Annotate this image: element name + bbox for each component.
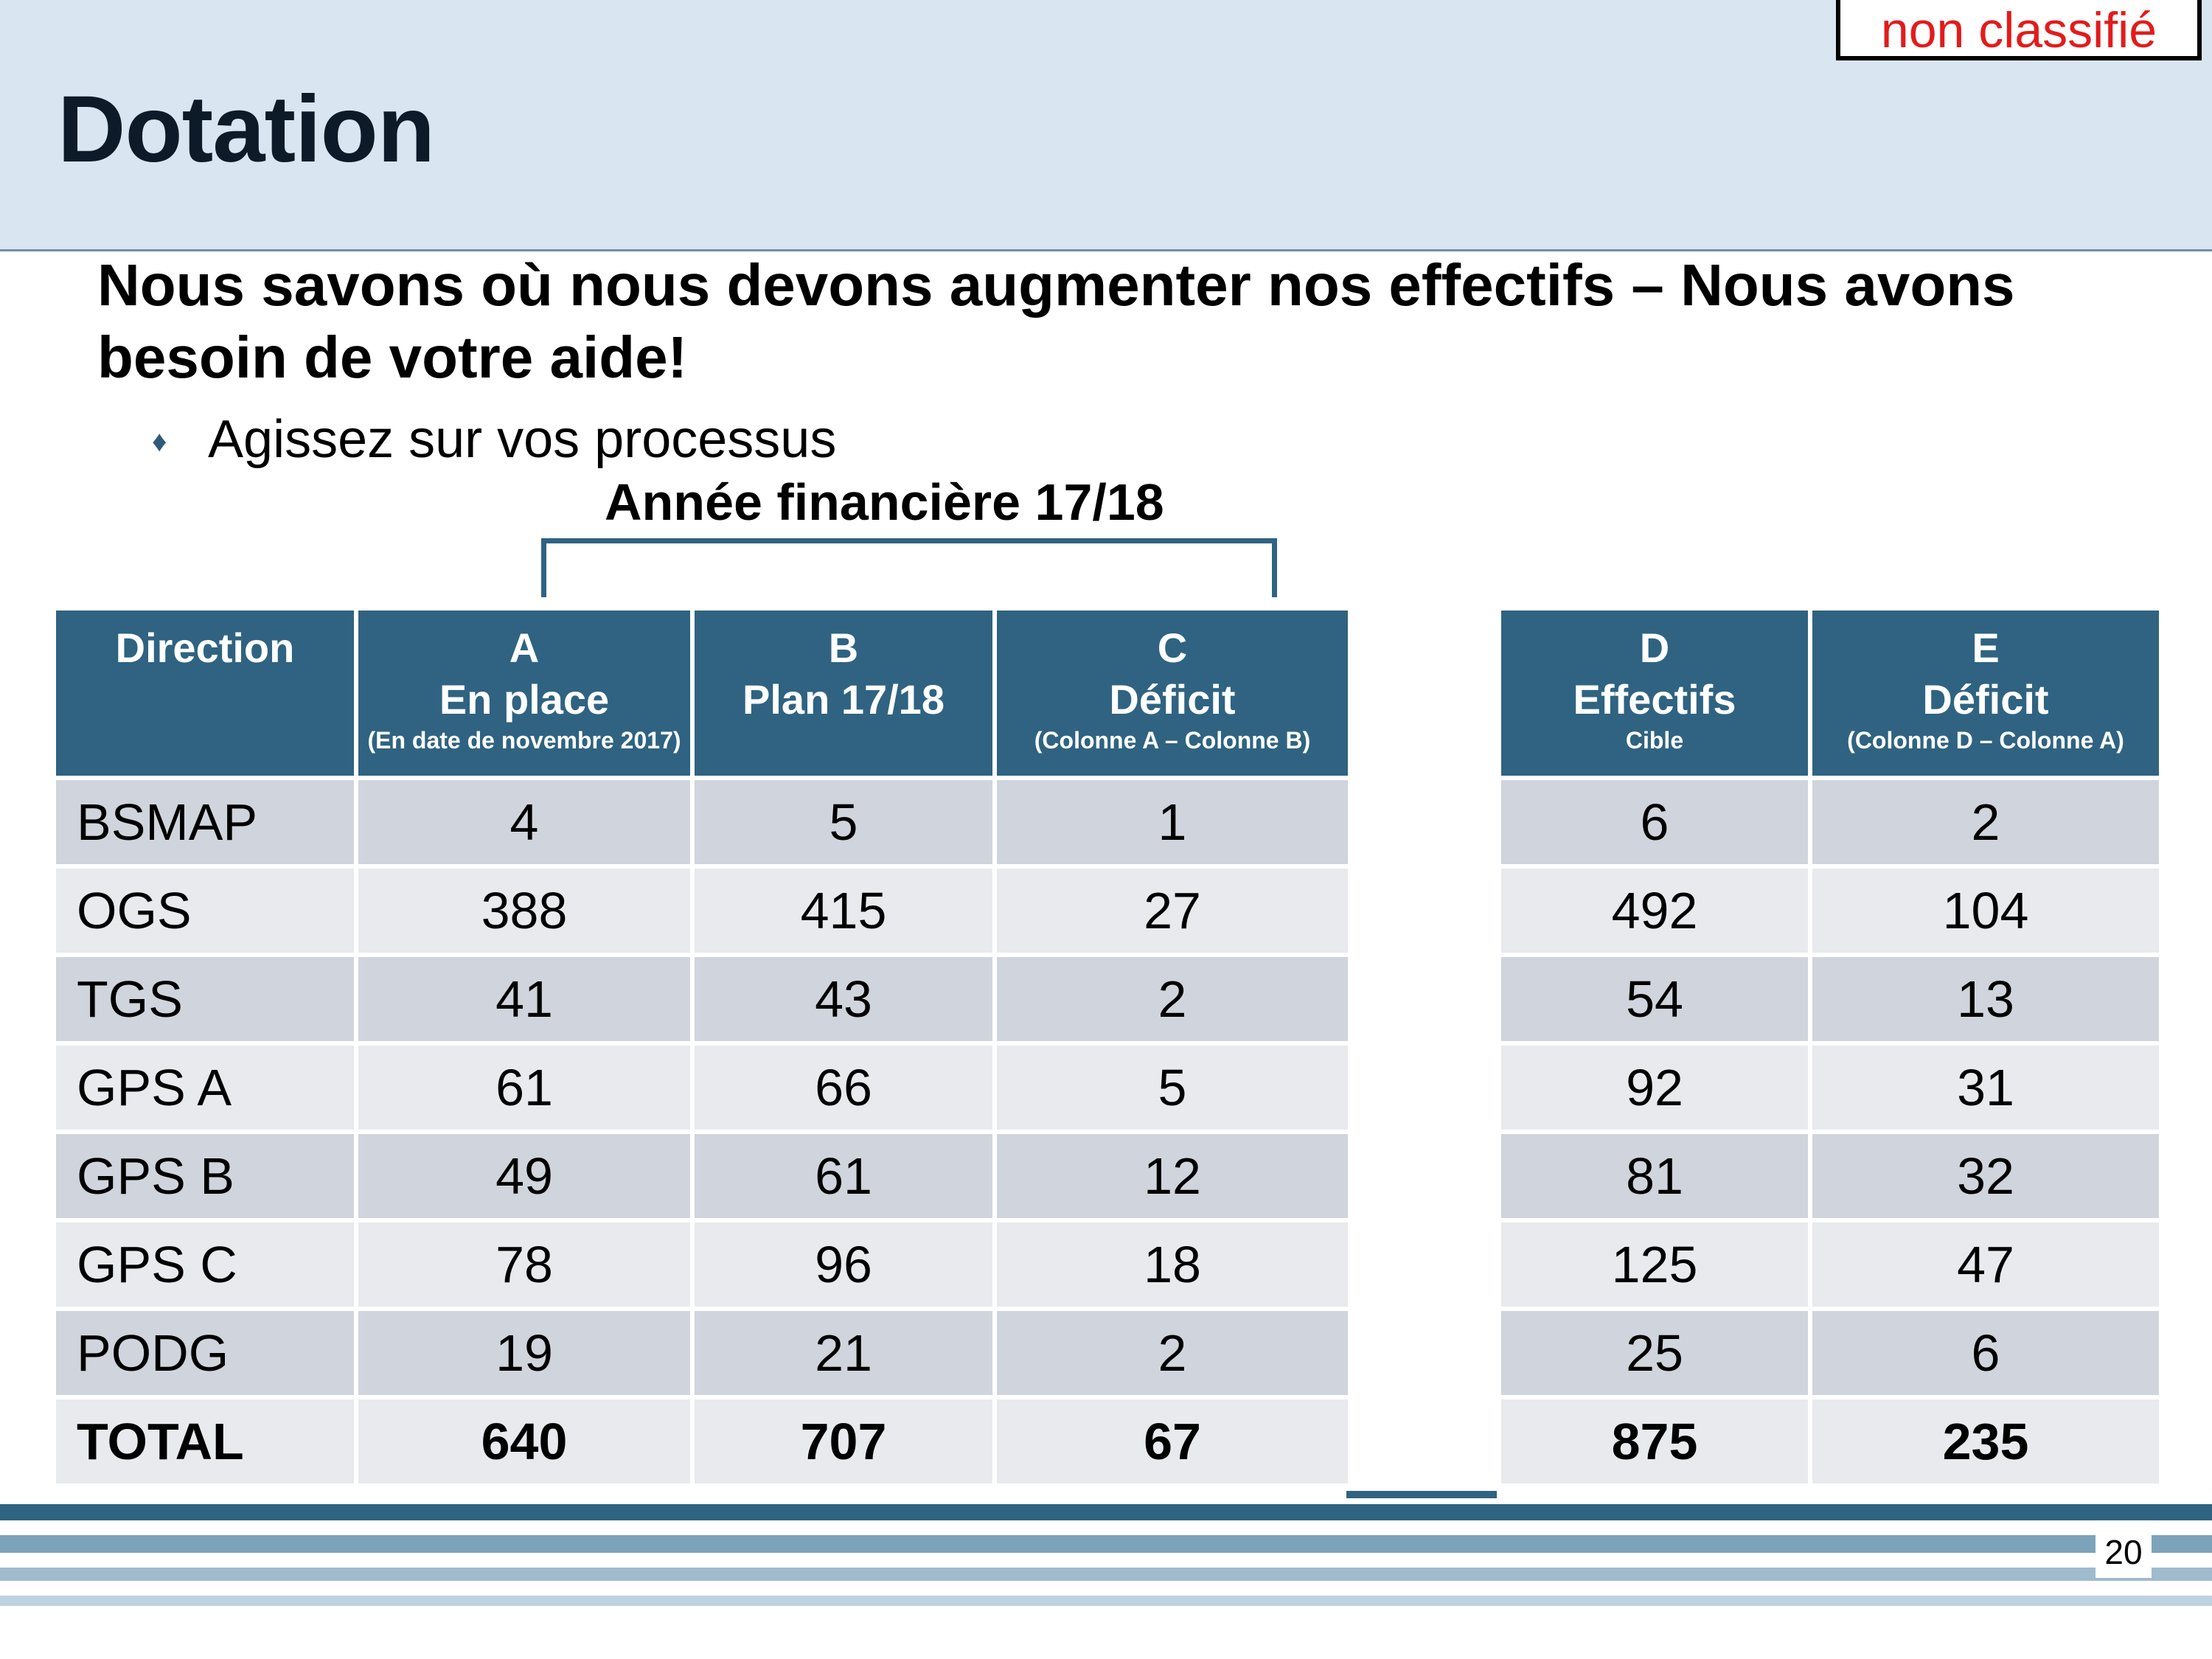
cell-a: 19 [358,1311,690,1395]
table-header-row: D Effectifs Cible E Déficit (Colonne D –… [1501,611,2159,776]
cell-b: 96 [695,1222,992,1307]
table-row: GPS A 61 66 5 [56,1046,1348,1130]
cell-b: 43 [695,957,992,1041]
cell-d: 125 [1501,1222,1808,1307]
table-row: 54 13 [1501,957,2159,1041]
cell-direction: GPS B [56,1134,354,1218]
table-row: 125 47 [1501,1222,2159,1307]
cell-b: 5 [695,780,992,864]
table-row: PODG 19 21 2 [56,1311,1348,1395]
cell-a: 61 [358,1046,690,1130]
table-gap-bar [1346,1491,1497,1498]
cell-direction: BSMAP [56,780,354,864]
cell-a: 4 [358,780,690,864]
cell-c: 67 [997,1399,1348,1484]
cell-e: 6 [1812,1311,2159,1395]
cell-c: 12 [997,1134,1348,1218]
cell-direction: PODG [56,1311,354,1395]
cell-e: 235 [1812,1399,2159,1484]
table-row: TGS 41 43 2 [56,957,1348,1041]
staffing-table-right: D Effectifs Cible E Déficit (Colonne D –… [1497,606,2163,1488]
cell-d: 54 [1501,957,1808,1041]
table-row: GPS B 49 61 12 [56,1134,1348,1218]
table-row: GPS C 78 96 18 [56,1222,1348,1307]
cell-a: 640 [358,1399,690,1484]
diamond-bullet-icon: ♦ [152,425,167,458]
header-direction: Direction [56,611,354,776]
cell-d: 875 [1501,1399,1808,1484]
header-col-b: B Plan 17/18 [695,611,992,776]
footer-stripe [0,1535,2212,1553]
header-col-d: D Effectifs Cible [1501,611,1808,776]
cell-b: 61 [695,1134,992,1218]
cell-d: 25 [1501,1311,1808,1395]
cell-c: 2 [997,1311,1348,1395]
cell-b: 21 [695,1311,992,1395]
header-col-e: E Déficit (Colonne D – Colonne A) [1812,611,2159,776]
cell-c: 27 [997,869,1348,953]
cell-a: 41 [358,957,690,1041]
cell-b: 66 [695,1046,992,1130]
header-col-c: C Déficit (Colonne A – Colonne B) [997,611,1348,776]
header-col-a: A En place (En date de novembre 2017) [358,611,690,776]
cell-e: 47 [1812,1222,2159,1307]
footer-stripe [0,1504,2212,1520]
cell-direction: GPS C [56,1222,354,1307]
cell-a: 49 [358,1134,690,1218]
table-total-row: 875 235 [1501,1399,2159,1484]
cell-direction: TGS [56,957,354,1041]
cell-c: 1 [997,780,1348,864]
cell-d: 92 [1501,1046,1808,1130]
cell-a: 78 [358,1222,690,1307]
fiscal-year-bracket [541,538,1277,597]
cell-e: 2 [1812,780,2159,864]
fiscal-year-label: Année financière 17/18 [605,473,1164,531]
cell-c: 5 [997,1046,1348,1130]
table-row: OGS 388 415 27 [56,869,1348,953]
cell-direction: OGS [56,869,354,953]
table-row: BSMAP 4 5 1 [56,780,1348,864]
page-number: 20 [2096,1526,2152,1578]
classification-label: non classifié [1836,0,2202,60]
cell-b: 707 [695,1399,992,1484]
cell-direction: TOTAL [56,1399,354,1484]
bullet-text: Agissez sur vos processus [208,410,837,469]
slide-heading: Nous savons où nous devons augmenter nos… [97,252,2015,390]
footer-stripe [0,1568,2212,1581]
table-row: 92 31 [1501,1046,2159,1130]
staffing-table-left: Direction A En place (En date de novembr… [52,606,1352,1488]
cell-d: 6 [1501,780,1808,864]
cell-d: 492 [1501,869,1808,953]
table-row: 6 2 [1501,780,2159,864]
cell-a: 388 [358,869,690,953]
slide-title: Dotation [58,77,435,182]
cell-e: 31 [1812,1046,2159,1130]
cell-b: 415 [695,869,992,953]
table-row: 25 6 [1501,1311,2159,1395]
cell-d: 81 [1501,1134,1808,1218]
cell-e: 13 [1812,957,2159,1041]
cell-c: 18 [997,1222,1348,1307]
cell-e: 104 [1812,869,2159,953]
cell-e: 32 [1812,1134,2159,1218]
table-row: 492 104 [1501,869,2159,953]
footer-stripe [0,1596,2212,1606]
cell-c: 2 [997,957,1348,1041]
table-row: 81 32 [1501,1134,2159,1218]
table-total-row: TOTAL 640 707 67 [56,1399,1348,1484]
cell-direction: GPS A [56,1046,354,1130]
table-header-row: Direction A En place (En date de novembr… [56,611,1348,776]
